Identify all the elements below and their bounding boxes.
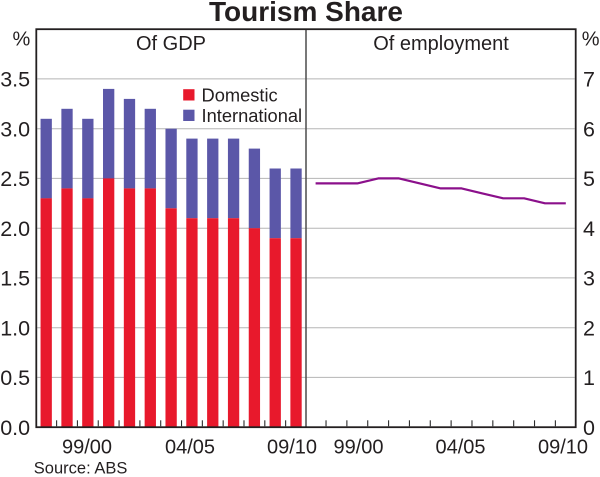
svg-text:3.5: 3.5 (0, 68, 30, 92)
svg-text:09/10: 09/10 (538, 436, 588, 458)
svg-text:Domestic: Domestic (202, 85, 278, 106)
svg-text:7: 7 (583, 68, 595, 92)
svg-text:99/00: 99/00 (333, 436, 383, 458)
svg-text:3.0: 3.0 (0, 117, 30, 141)
svg-text:International: International (202, 105, 303, 126)
svg-text:2.0: 2.0 (0, 217, 30, 241)
svg-text:2: 2 (583, 316, 595, 340)
svg-text:6: 6 (583, 117, 595, 141)
svg-text:3: 3 (583, 267, 595, 291)
svg-text:Of employment: Of employment (373, 33, 509, 55)
svg-text:0.0: 0.0 (0, 416, 30, 440)
svg-text:4: 4 (583, 217, 595, 241)
svg-text:0.5: 0.5 (0, 366, 30, 390)
svg-text:99/00: 99/00 (62, 436, 112, 458)
svg-text:Of GDP: Of GDP (136, 33, 206, 55)
svg-text:2.5: 2.5 (0, 167, 30, 191)
svg-text:09/10: 09/10 (267, 436, 317, 458)
svg-text:Tourism Share: Tourism Share (209, 0, 403, 27)
svg-text:%: % (582, 28, 600, 50)
svg-text:1.0: 1.0 (0, 316, 30, 340)
svg-text:5: 5 (583, 167, 595, 191)
svg-text:Source: ABS: Source: ABS (34, 459, 128, 477)
svg-text:1: 1 (583, 366, 595, 390)
svg-text:%: % (13, 28, 31, 50)
svg-text:04/05: 04/05 (165, 436, 215, 458)
svg-text:1.5: 1.5 (0, 267, 30, 291)
svg-text:04/05: 04/05 (435, 436, 485, 458)
svg-text:0: 0 (583, 416, 595, 440)
